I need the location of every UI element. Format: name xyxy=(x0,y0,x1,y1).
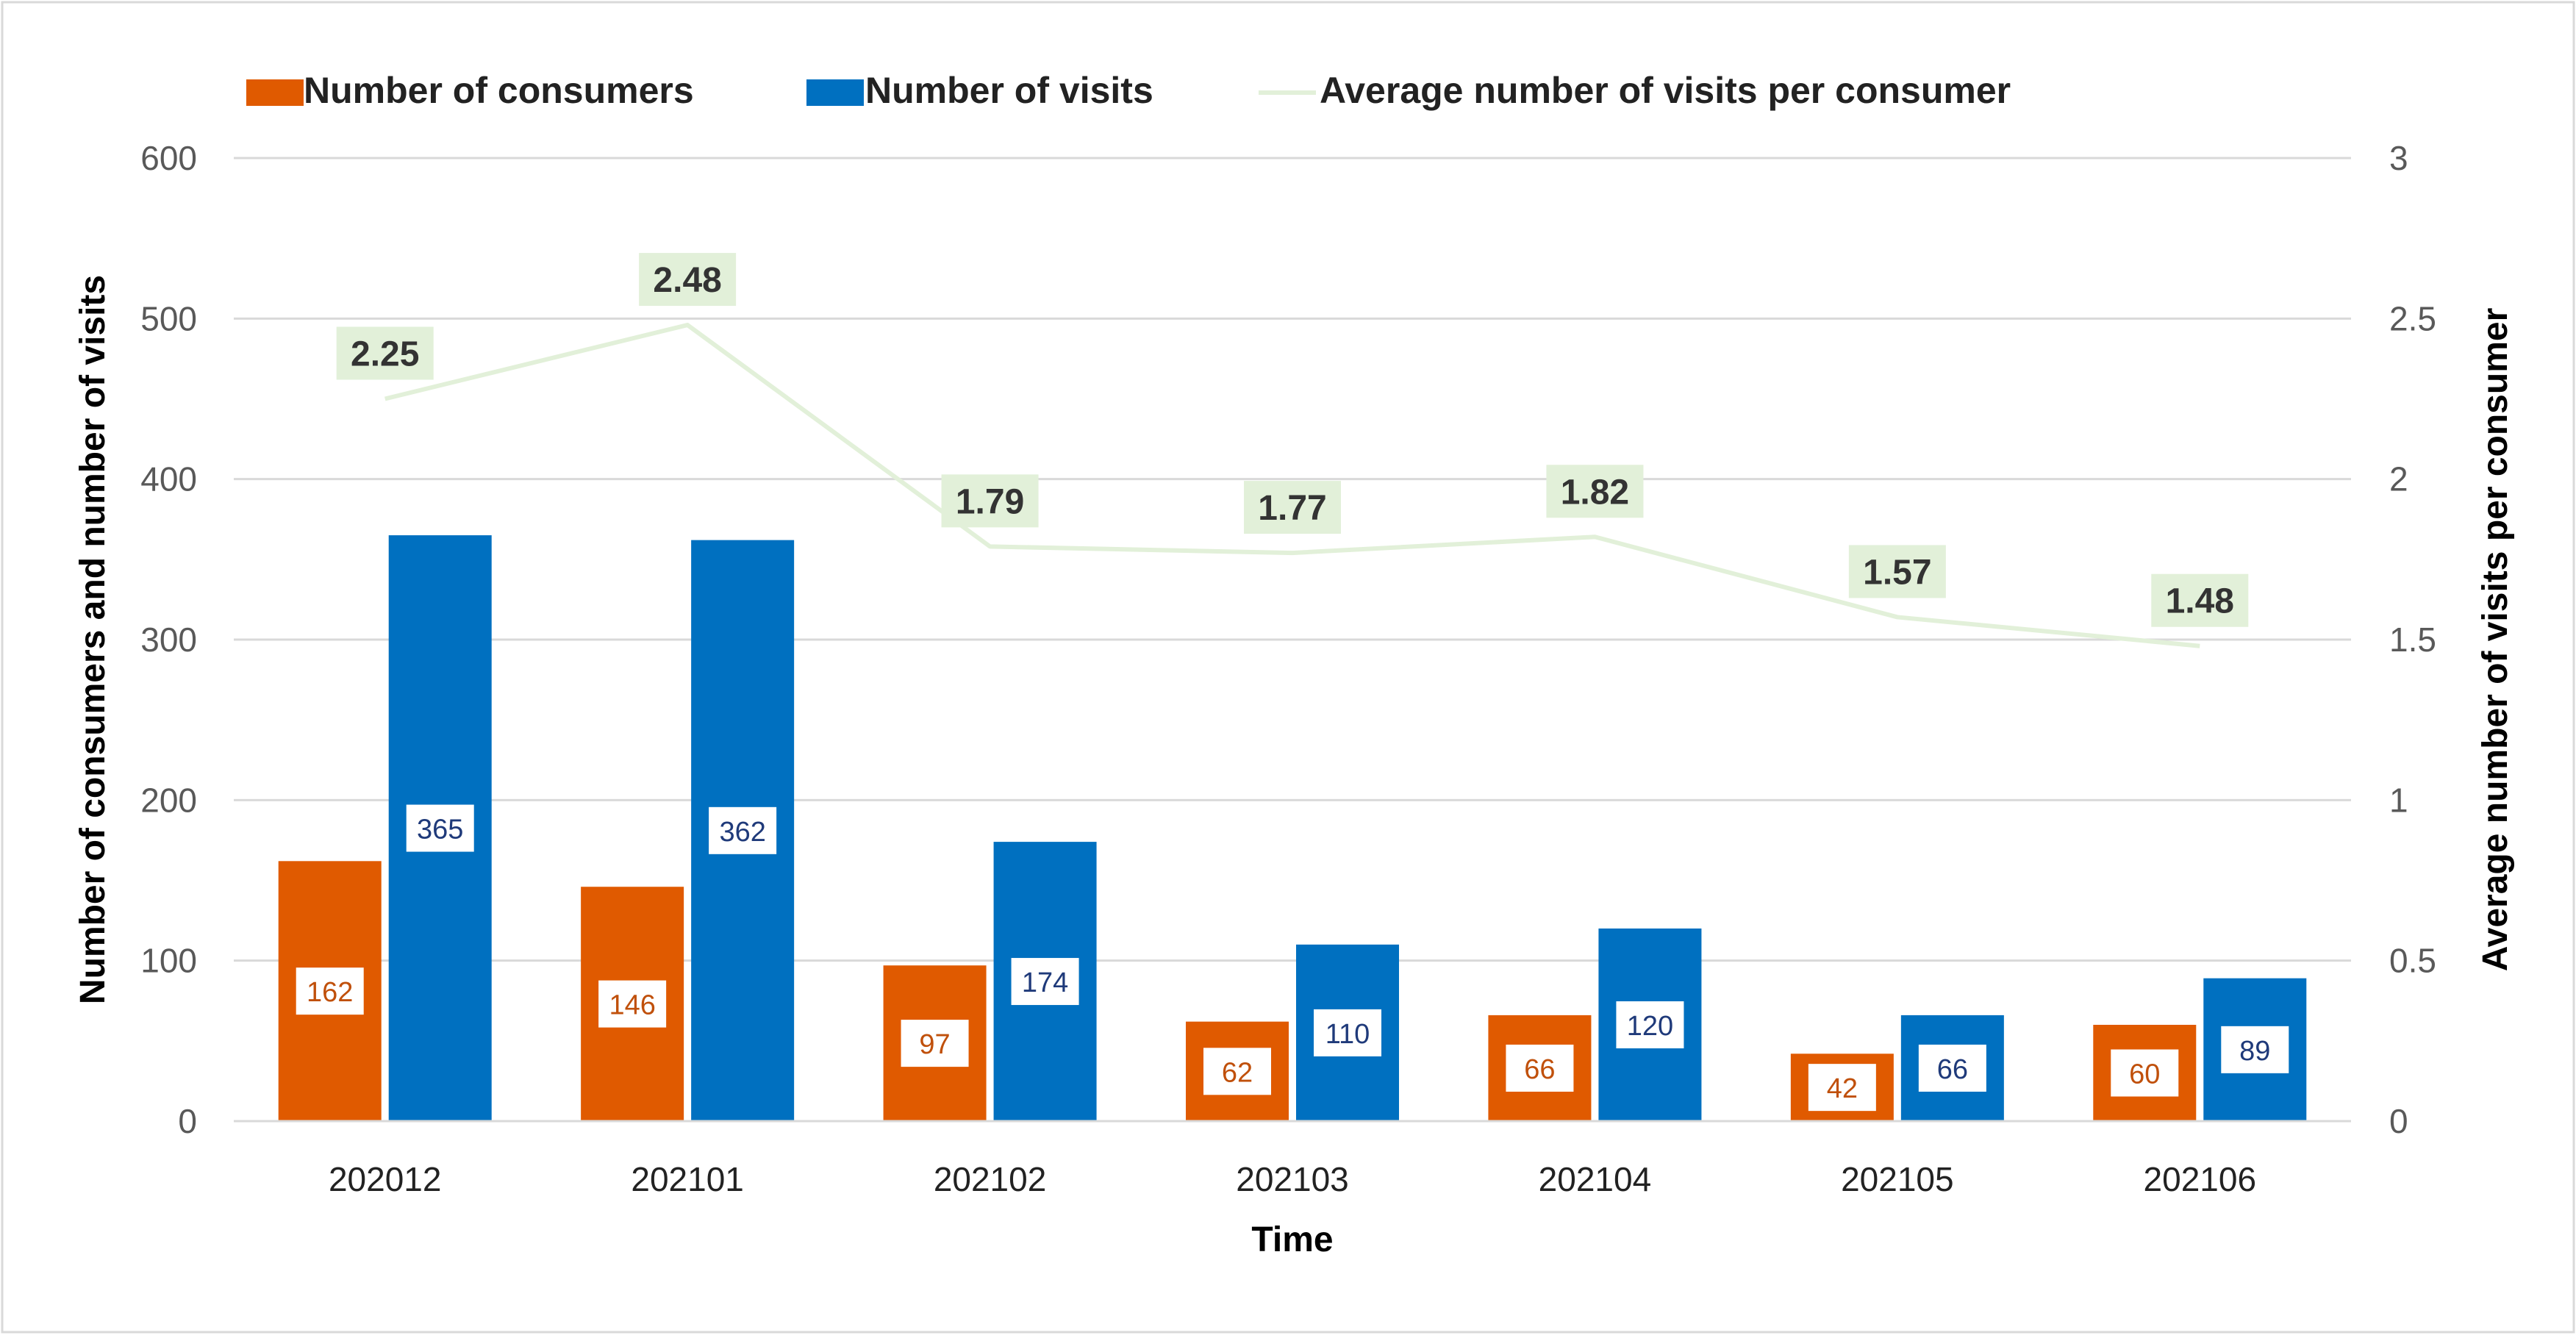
data-label-visits: 89 xyxy=(2239,1036,2270,1067)
x-tick-label: 202101 xyxy=(631,1160,744,1198)
y2-tick-label: 3 xyxy=(2389,139,2408,177)
x-axis-title: Time xyxy=(1251,1220,1333,1259)
data-label-consumers: 97 xyxy=(919,1029,950,1060)
data-label-consumers: 146 xyxy=(609,990,655,1021)
x-tick-label: 202104 xyxy=(1539,1160,1652,1198)
data-label-visits: 66 xyxy=(1937,1054,1968,1085)
data-label-avg: 1.79 xyxy=(956,482,1024,521)
x-tick-label: 202012 xyxy=(329,1160,442,1198)
data-label-consumers: 60 xyxy=(2129,1059,2160,1090)
data-label-avg: 1.48 xyxy=(2166,582,2234,621)
data-label-avg: 1.82 xyxy=(1561,473,1629,512)
y-tick-label: 100 xyxy=(140,942,197,980)
legend-swatch-consumers xyxy=(246,79,304,106)
legend-label-avg: Average number of visits per consumer xyxy=(1320,70,2011,111)
data-label-avg: 1.77 xyxy=(1258,489,1326,528)
y-tick-label: 200 xyxy=(140,781,197,819)
data-label-consumers: 62 xyxy=(1222,1057,1253,1088)
y-tick-label: 0 xyxy=(178,1102,197,1140)
data-label-visits: 120 xyxy=(1627,1011,1673,1042)
y2-tick-label: 1.5 xyxy=(2389,620,2436,659)
x-tick-label: 202106 xyxy=(2144,1160,2257,1198)
data-label-consumers: 66 xyxy=(1524,1054,1555,1085)
y2-axis-title: Average number of visits per consumer xyxy=(2476,308,2515,972)
y-tick-label: 500 xyxy=(140,299,197,337)
data-label-visits: 174 xyxy=(1022,967,1068,998)
data-label-avg: 2.25 xyxy=(351,335,419,374)
y2-tick-label: 0.5 xyxy=(2389,942,2436,980)
y2-tick-label: 2.5 xyxy=(2389,299,2436,337)
data-label-avg: 2.48 xyxy=(653,261,721,300)
legend: Number of consumers Number of visits Avera… xyxy=(246,70,2011,111)
legend-swatch-visits xyxy=(806,79,864,106)
x-tick-label: 202102 xyxy=(934,1160,1047,1198)
y-tick-label: 400 xyxy=(140,460,197,498)
y2-tick-label: 0 xyxy=(2389,1102,2408,1140)
x-tick-label: 202103 xyxy=(1236,1160,1349,1198)
data-label-avg: 1.57 xyxy=(1863,553,1931,592)
legend-label-visits: Number of visits xyxy=(865,70,1153,111)
data-label-visits: 362 xyxy=(719,817,765,848)
data-label-visits: 110 xyxy=(1325,1019,1370,1050)
y-tick-label: 600 xyxy=(140,139,197,177)
data-label-visits: 365 xyxy=(417,815,463,845)
legend-label-consumers: Number of consumers xyxy=(304,70,694,111)
y2-tick-label: 2 xyxy=(2389,460,2408,498)
data-label-consumers: 42 xyxy=(1827,1073,1858,1104)
data-label-consumers: 162 xyxy=(307,977,353,1008)
x-tick-label: 202105 xyxy=(1841,1160,1954,1198)
y-tick-label: 300 xyxy=(140,620,197,659)
y-axis-title: Number of consumers and number of visits xyxy=(74,275,112,1004)
y2-tick-label: 1 xyxy=(2389,781,2408,819)
